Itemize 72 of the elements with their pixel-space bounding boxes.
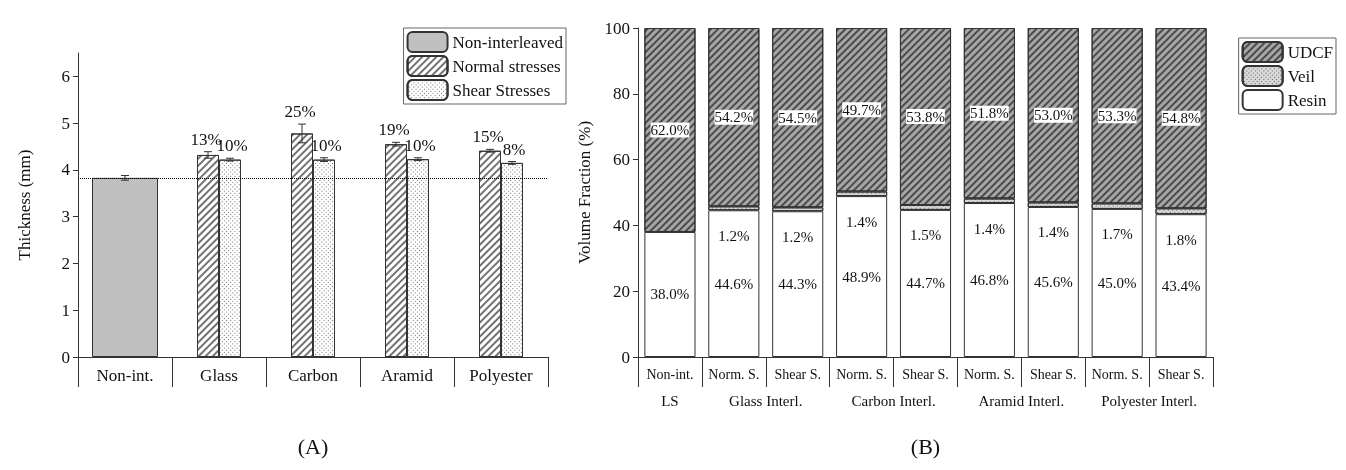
data-label: 45.0%	[1097, 274, 1137, 291]
data-label: 1.4%	[973, 220, 1006, 237]
y-tick-label: 1	[61, 300, 70, 320]
data-label: 1.2%	[718, 227, 750, 244]
data-label: 46.8%	[970, 272, 1009, 289]
legend-label: Normal stresses	[452, 56, 561, 76]
annotation: 8%	[502, 139, 526, 159]
x-tick-label: Carbon	[287, 366, 339, 385]
x-axis-title: (B)	[910, 433, 941, 459]
data-label: 54.5%	[778, 109, 818, 126]
data-label: 1.4%	[845, 213, 878, 230]
x-tick-label: Polyester	[469, 366, 533, 385]
x-tick-label: Non-int.	[96, 366, 154, 385]
x-tick-label: Shear S.	[774, 366, 822, 382]
x-tick-label: Norm. S.	[836, 366, 888, 382]
data-label: 45.6%	[1033, 273, 1073, 290]
data-label: 1.5%	[909, 227, 942, 244]
y-tick-label: 0	[621, 347, 630, 367]
legend-label: Non-interleaved	[452, 32, 564, 52]
y-tick-label: 80	[613, 84, 630, 104]
data-label: 53.0%	[1033, 107, 1073, 124]
data-label: 48.9%	[842, 268, 881, 285]
data-label: 1.7%	[1101, 226, 1133, 243]
x-tick-label: Norm. S.	[1091, 366, 1143, 382]
text: LS	[661, 393, 679, 409]
data-label: 53.3%	[1097, 107, 1137, 124]
annotation: 10%	[310, 135, 342, 155]
text: Carbon Interl.	[851, 393, 936, 409]
x-tick-label: Shear S.	[1029, 366, 1077, 382]
x-tick-label: Glass	[200, 366, 238, 385]
y-tick-label: 60	[613, 150, 630, 170]
data-label: 1.4%	[1037, 224, 1069, 241]
data-label: 53.8%	[906, 108, 945, 125]
data-label: 54.2%	[714, 109, 754, 126]
data-label: 51.8%	[970, 105, 1009, 122]
data-label: 44.7%	[906, 275, 945, 292]
data-label: 44.6%	[714, 275, 754, 292]
data-label: 54.8%	[1161, 110, 1201, 127]
x-tick-label: Norm. S.	[708, 366, 760, 382]
x-tick-label: Aramid	[381, 366, 434, 385]
y-tick-label: 3	[61, 207, 70, 227]
y-axis-title: Thickness (mm)	[15, 149, 34, 261]
annotation: 15%	[472, 127, 504, 147]
x-tick-label: Norm. S.	[963, 366, 1015, 382]
y-tick-label: 100	[604, 18, 630, 38]
y-tick-label: 4	[61, 160, 71, 180]
text: Glass Interl.	[729, 393, 803, 409]
data-label: 49.7%	[842, 101, 881, 118]
y-axis-title: Volume Fraction (%)	[575, 120, 594, 265]
text: Polyester Interl.	[1101, 393, 1198, 409]
data-label: 43.4%	[1161, 277, 1201, 294]
x-tick-label: Shear S.	[1157, 366, 1205, 382]
y-tick-label: 2	[61, 253, 70, 273]
annotation: 25%	[284, 102, 316, 122]
y-tick-label: 6	[61, 66, 70, 86]
y-tick-label: 20	[613, 281, 630, 301]
legend-label: UDCF	[1287, 42, 1334, 62]
text: Aramid Interl.	[978, 393, 1065, 409]
data-label: 44.3%	[778, 276, 818, 293]
data-label: 62.0%	[650, 121, 690, 138]
data-label: 1.2%	[782, 228, 814, 245]
legend-label: Resin	[1287, 90, 1327, 110]
legend-label: Veil	[1287, 66, 1316, 86]
data-label: 1.8%	[1165, 231, 1197, 248]
y-tick-label: 0	[61, 347, 70, 367]
x-tick-label: Shear S.	[902, 366, 949, 382]
x-axis-title: (A)	[297, 433, 329, 459]
legend-label: Shear Stresses	[452, 80, 551, 100]
y-tick-label: 40	[613, 215, 630, 235]
y-tick-label: 5	[61, 113, 70, 133]
x-tick-label: Non-int.	[646, 366, 694, 382]
data-label: 38.0%	[650, 286, 690, 303]
